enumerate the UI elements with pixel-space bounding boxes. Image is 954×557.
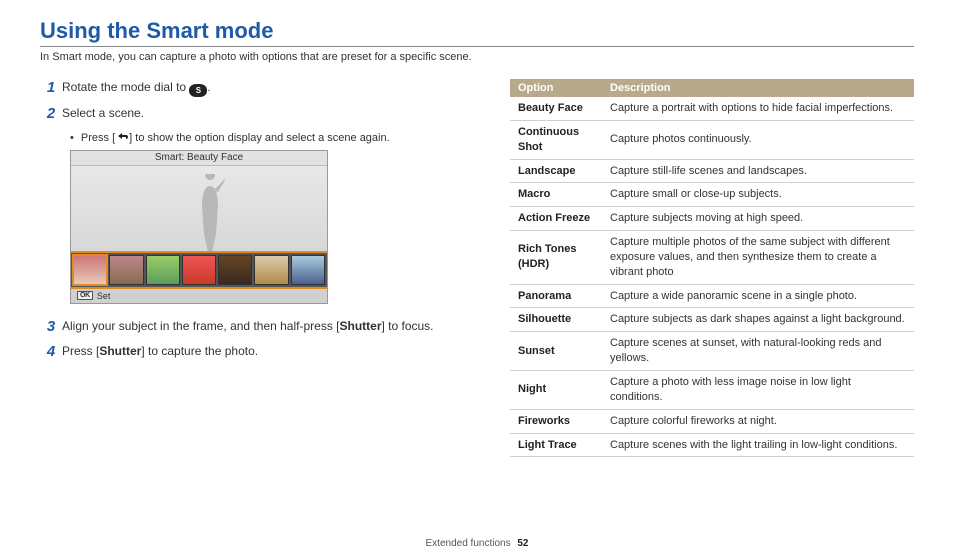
step-text: Press [	[62, 344, 99, 358]
options-table: Option Description Beauty FaceCapture a …	[510, 79, 914, 457]
table-row: SilhouetteCapture subjects as dark shape…	[510, 308, 914, 332]
table-row: Light TraceCapture scenes with the light…	[510, 433, 914, 457]
step-2: 2 Select a scene.	[40, 105, 470, 122]
step-number: 1	[40, 79, 62, 96]
lcd-image-area	[71, 166, 327, 251]
option-desc: Capture still-life scenes and landscapes…	[602, 159, 914, 183]
option-desc: Capture a wide panoramic scene in a sing…	[602, 284, 914, 308]
step-body: Press [Shutter] to capture the photo.	[62, 343, 470, 360]
option-name: Continuous Shot	[510, 120, 602, 159]
option-desc: Capture colorful fireworks at night.	[602, 409, 914, 433]
step-body: Align your subject in the frame, and the…	[62, 318, 470, 335]
mode-dial-icon: S	[189, 84, 207, 97]
page-title: Using the Smart mode	[40, 18, 914, 44]
page-subtitle: In Smart mode, you can capture a photo w…	[40, 51, 914, 63]
scene-thumbnail	[291, 255, 325, 285]
option-desc: Capture photos continuously.	[602, 120, 914, 159]
return-icon	[115, 131, 129, 142]
step-3: 3 Align your subject in the frame, and t…	[40, 318, 470, 335]
option-name: Action Freeze	[510, 207, 602, 231]
footer-page-number: 52	[517, 538, 528, 549]
table-row: PanoramaCapture a wide panoramic scene i…	[510, 284, 914, 308]
option-name: Silhouette	[510, 308, 602, 332]
table-row: Rich Tones (HDR)Capture multiple photos …	[510, 231, 914, 285]
bullet-text: ] to show the option display and select …	[129, 132, 390, 144]
option-desc: Capture small or close-up subjects.	[602, 183, 914, 207]
scene-thumbnail	[73, 255, 107, 285]
table-header-option: Option	[510, 79, 602, 97]
scene-thumbnail	[146, 255, 180, 285]
step-2-bullet: • Press [ ] to show the option display an…	[70, 131, 470, 144]
option-desc: Capture a photo with less image noise in…	[602, 370, 914, 409]
option-desc: Capture scenes at sunset, with natural-l…	[602, 332, 914, 371]
option-desc: Capture subjects as dark shapes against …	[602, 308, 914, 332]
title-rule	[40, 46, 914, 47]
step-text: ] to capture the photo.	[141, 344, 258, 358]
option-desc: Capture scenes with the light trailing i…	[602, 433, 914, 457]
table-row: Continuous ShotCapture photos continuous…	[510, 120, 914, 159]
step-body: Rotate the mode dial to S.	[62, 79, 470, 97]
table-row: MacroCapture small or close-up subjects.	[510, 183, 914, 207]
option-name: Sunset	[510, 332, 602, 371]
step-number: 2	[40, 105, 62, 122]
option-desc: Capture a portrait with options to hide …	[602, 97, 914, 120]
table-header-description: Description	[602, 79, 914, 97]
scene-thumbnail	[254, 255, 288, 285]
shutter-label: Shutter	[99, 344, 141, 358]
ok-button-icon: OK	[77, 291, 93, 300]
option-name: Rich Tones (HDR)	[510, 231, 602, 285]
right-column: Option Description Beauty FaceCapture a …	[510, 79, 914, 457]
shutter-label: Shutter	[339, 319, 381, 333]
table-row: Beauty FaceCapture a portrait with optio…	[510, 97, 914, 120]
scene-thumbnail	[218, 255, 252, 285]
step-1: 1 Rotate the mode dial to S.	[40, 79, 470, 97]
step-text: Rotate the mode dial to	[62, 80, 189, 94]
table-row: LandscapeCapture still-life scenes and l…	[510, 159, 914, 183]
table-row: Action FreezeCapture subjects moving at …	[510, 207, 914, 231]
table-row: SunsetCapture scenes at sunset, with nat…	[510, 332, 914, 371]
footer-section: Extended functions	[426, 538, 511, 549]
option-name: Panorama	[510, 284, 602, 308]
table-row: NightCapture a photo with less image noi…	[510, 370, 914, 409]
step-body: Select a scene.	[62, 105, 470, 122]
scene-thumbnail	[109, 255, 143, 285]
scene-thumbnail-strip	[71, 251, 327, 289]
option-name: Fireworks	[510, 409, 602, 433]
step-4: 4 Press [Shutter] to capture the photo.	[40, 343, 470, 360]
bullet-icon: •	[70, 132, 74, 144]
step-text: ] to focus.	[381, 319, 433, 333]
option-name: Beauty Face	[510, 97, 602, 120]
step-text: .	[207, 80, 210, 94]
lcd-preview: Smart: Beauty Face OK Set	[70, 150, 328, 304]
option-name: Night	[510, 370, 602, 409]
table-row: FireworksCapture colorful fireworks at n…	[510, 409, 914, 433]
scene-thumbnail	[182, 255, 216, 285]
silhouette-icon	[186, 174, 234, 251]
step-text: Align your subject in the frame, and the…	[62, 319, 339, 333]
option-name: Landscape	[510, 159, 602, 183]
lcd-footer: OK Set	[71, 289, 327, 303]
option-name: Light Trace	[510, 433, 602, 457]
option-desc: Capture multiple photos of the same subj…	[602, 231, 914, 285]
option-desc: Capture subjects moving at high speed.	[602, 207, 914, 231]
option-name: Macro	[510, 183, 602, 207]
bullet-text: Press [	[81, 132, 115, 144]
step-number: 4	[40, 343, 62, 360]
page-footer: Extended functions 52	[0, 538, 954, 549]
lcd-header: Smart: Beauty Face	[71, 151, 327, 166]
lcd-footer-label: Set	[97, 291, 111, 301]
step-number: 3	[40, 318, 62, 335]
left-column: 1 Rotate the mode dial to S. 2 Select a …	[40, 79, 470, 457]
